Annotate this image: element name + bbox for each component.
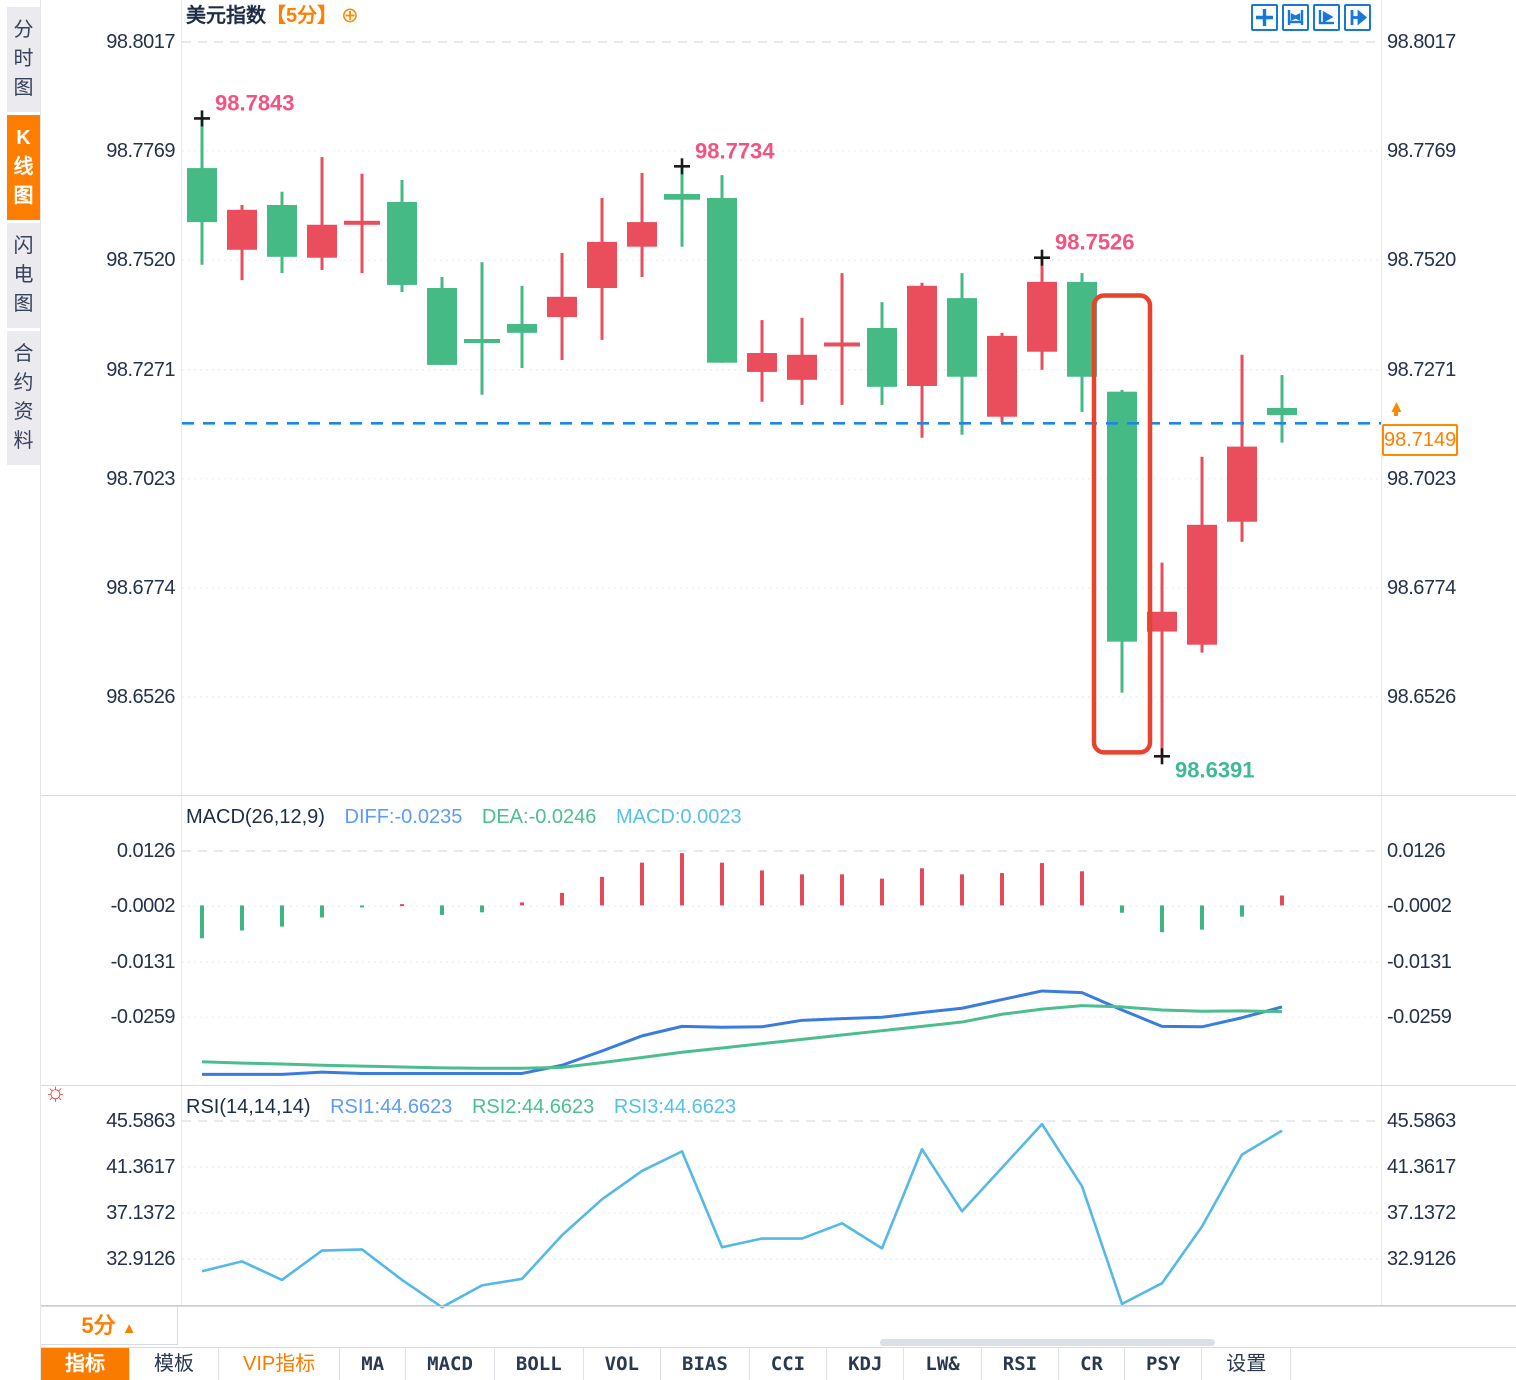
sidebar-item-K线图[interactable]: K线图 [7,115,40,220]
rsi-svg [182,1120,1381,1309]
chart-type-sidebar: 分时图 K线图 闪电图 合约资料 [7,7,40,468]
goto-latest-icon[interactable] [1344,4,1371,31]
axis-tick-label: 98.7271 [1387,359,1456,381]
rsi2-value: RSI2:44.6623 [471,1096,595,1118]
macd-header: MACD(26,12,9) DIFF:-0.0235 DEA:-0.0246 M… [186,806,742,829]
axis-tick-label: 98.7023 [1387,468,1456,490]
macd-diff-value: DIFF:-0.0235 [344,806,463,828]
tab-BOLL[interactable]: BOLL [495,1348,584,1380]
indicator-tabbar: 指标 模板 VIP指标 MA MACD BOLL VOL BIAS CCI KDJ LW& RSI CR… [41,1347,1516,1380]
sidebar-divider [40,0,41,1380]
rsi-header: RSI(14,14,14) RSI1:44.6623 RSI2:44.6623 … [186,1096,736,1119]
axis-tick-label: 37.1372 [1387,1202,1456,1224]
tab-MA[interactable]: MA [340,1348,407,1380]
axis-tick-label: 45.5863 [106,1110,175,1132]
axis-tick-label: 98.7520 [106,249,175,271]
rsi-axis-right: 45.5863 41.3617 37.1372 32.9126 [1380,1086,1516,1305]
candles-svg: 98.7843 98.7734 98.7526 98.6391 [182,41,1381,782]
svg-text:98.6391: 98.6391 [1175,757,1255,782]
axis-tick-label: 32.9126 [1387,1248,1456,1270]
fit-range-icon[interactable] [1282,4,1309,31]
sidebar-item-闪电图[interactable]: 闪电图 [7,223,40,328]
axis-tick-label: 98.6526 [1387,686,1456,708]
macd-dea-value: DEA:-0.0246 [481,806,597,828]
axis-tick-label: -0.0131 [110,951,176,973]
macd-plot[interactable] [181,796,1382,1085]
macd-macd-value: MACD:0.0023 [615,806,742,828]
tab-VIP指标[interactable]: VIP指标 [219,1348,341,1380]
macd-name: MACD(26,12,9) [186,806,325,828]
axis-tick-label: 45.5863 [1387,1110,1456,1132]
tab-VOL[interactable]: VOL [584,1348,661,1380]
axis-tick-label: 98.7769 [1387,140,1456,162]
rsi-axis-left: 45.5863 41.3617 37.1372 32.9126 [41,1086,181,1305]
axis-tick-label: -0.0131 [1387,951,1452,973]
axis-tick-label: 98.7023 [106,468,175,490]
macd-svg [182,850,1381,1076]
tab-KDJ[interactable]: KDJ [827,1348,905,1380]
axis-tick-label: 98.7520 [1387,249,1456,271]
axis-tick-label: 0.0126 [116,840,176,862]
current-price-tag: 98.7149 [1382,424,1458,456]
tab-PSY[interactable]: PSY [1125,1348,1203,1380]
period-selector[interactable]: 5分 ▲ [41,1306,178,1345]
axis-tick-label: 98.7271 [106,359,175,381]
horizontal-scrollbar-thumb[interactable] [880,1339,1215,1346]
tab-CCI[interactable]: CCI [750,1348,828,1380]
axis-tick-label: 98.8017 [1387,31,1456,53]
period-tag: 【5分】 [266,5,338,27]
svg-text:98.7843: 98.7843 [215,90,295,115]
tab-模板[interactable]: 模板 [130,1348,219,1380]
axis-tick-label: 37.1372 [106,1202,175,1224]
candlestick-plot[interactable]: 98.7843 98.7734 98.7526 98.6391 [181,0,1382,795]
svg-text:98.7734: 98.7734 [695,138,775,163]
tab-MACD[interactable]: MACD [406,1348,495,1380]
axis-tick-label: 98.6774 [1387,577,1456,599]
tab-设置[interactable]: 设置 [1202,1348,1292,1380]
hot-indicator-icon[interactable]: ☼ [44,1078,67,1106]
rsi-plot[interactable] [181,1086,1382,1309]
sidebar-item-分时图[interactable]: 分时图 [7,7,40,112]
axis-tick-label: 32.9126 [106,1248,175,1270]
axis-tick-label: -0.0259 [1387,1006,1452,1028]
sidebar-item-合约资料[interactable]: 合约资料 [7,331,40,465]
tab-指标[interactable]: 指标 [41,1348,130,1380]
svg-text:98.7526: 98.7526 [1055,230,1135,255]
crosshair-icon[interactable] [1251,4,1278,31]
tab-LW&[interactable]: LW& [904,1348,982,1380]
rsi-name: RSI(14,14,14) [186,1096,311,1118]
scale-axis-icon[interactable] [1313,4,1340,31]
axis-tick-label: -0.0002 [1387,895,1452,917]
candlestick-panel: 98.8017 98.7769 98.7520 98.7271 98.7023 98.67… [41,0,1516,796]
macd-axis-right: 0.0126 -0.0002 -0.0131 -0.0259 [1380,796,1516,1085]
axis-tick-label: 98.6526 [106,686,175,708]
axis-tick-label: 98.6774 [106,577,175,599]
bottom-divider [41,1306,1516,1307]
axis-tick-label: 98.8017 [106,31,175,53]
macd-axis-left: 0.0126 -0.0002 -0.0131 -0.0259 [41,796,181,1085]
axis-tick-label: 98.7769 [106,140,175,162]
tab-RSI[interactable]: RSI [982,1348,1060,1380]
axis-tick-label: 0.0126 [1387,840,1446,862]
tab-CR[interactable]: CR [1059,1348,1125,1380]
instrument-title: 美元指数 [186,5,266,27]
axis-tick-label: -0.0002 [110,895,176,917]
tab-BIAS[interactable]: BIAS [661,1348,750,1380]
price-marker-arrow-icon: ▲ [1388,397,1405,416]
price-axis-left: 98.8017 98.7769 98.7520 98.7271 98.7023 98.67… [41,0,181,795]
axis-tick-label: 41.3617 [106,1156,175,1178]
axis-tick-label: 41.3617 [1387,1156,1456,1178]
chart-toolbar [1251,4,1371,31]
macd-panel: MACD(26,12,9) DIFF:-0.0235 DEA:-0.0246 M… [41,796,1516,1086]
period-label: 5分 [81,1313,116,1338]
price-axis-right: ▲ 98.7149 98.8017 98.7769 98.7520 98.7271 98… [1380,0,1516,795]
add-indicator-icon[interactable]: ⊕ [341,4,359,27]
axis-tick-label: -0.0259 [110,1006,176,1028]
rsi-panel: RSI(14,14,14) RSI1:44.6623 RSI2:44.6623 … [41,1086,1516,1309]
period-arrow-icon: ▲ [121,1320,137,1337]
rsi1-value: RSI1:44.6623 [330,1096,453,1118]
chart-title-bar: 美元指数【5分】 ⊕ [186,3,359,29]
rsi3-value: RSI3:44.6623 [613,1096,737,1118]
